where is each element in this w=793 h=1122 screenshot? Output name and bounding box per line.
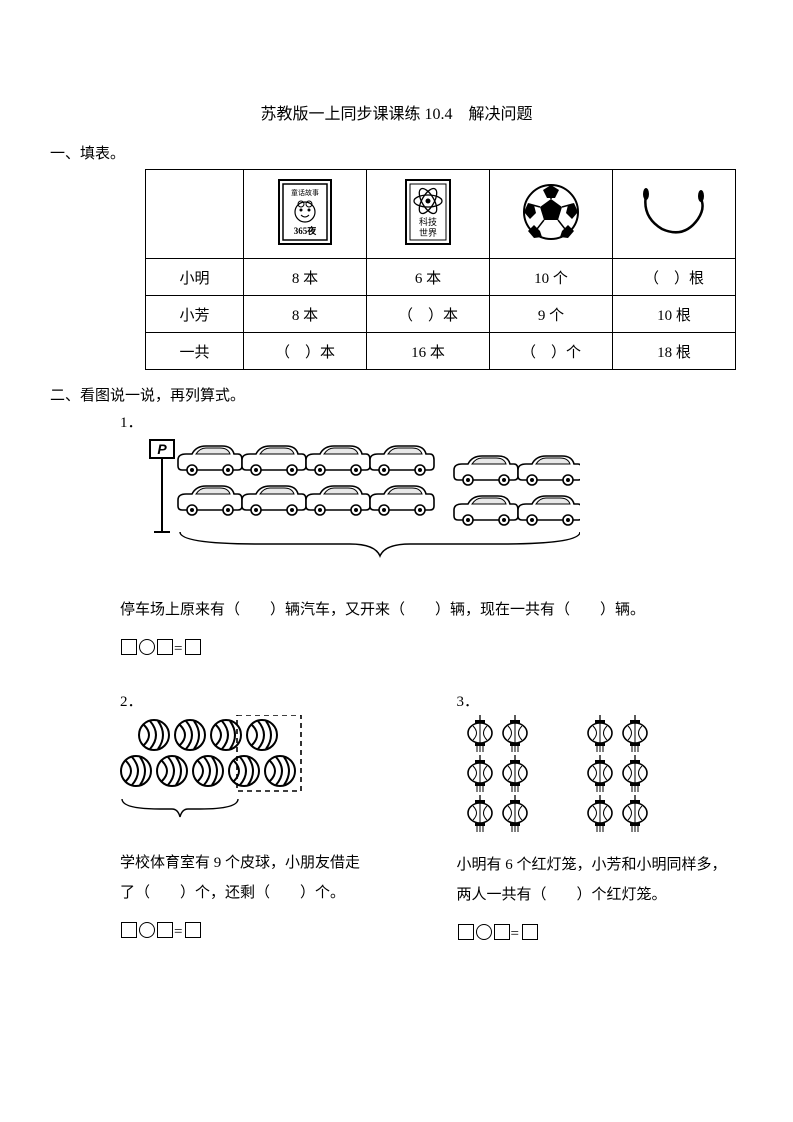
row-label: 小明 [146, 259, 244, 296]
table-cell: 18 根 [613, 333, 736, 370]
lanterns-icon [457, 715, 687, 835]
question-3: 3． [457, 684, 744, 943]
table-cell: （ ）本 [367, 296, 490, 333]
lanterns-figure [457, 715, 744, 840]
table-cell: （ ）本 [244, 333, 367, 370]
table-cell: （ ）根 [613, 259, 736, 296]
table-cell: 8 本 [244, 296, 367, 333]
table-cell: 10 根 [613, 296, 736, 333]
table-row: 小明 8 本 6 本 10 个 （ ）根 [146, 259, 736, 296]
section1-heading: 一、填表。 [50, 142, 743, 163]
q3-equation: = [457, 924, 744, 943]
svg-text:童话故事: 童话故事 [291, 188, 319, 197]
q2-number: 2． [120, 690, 407, 711]
table-cell: 10 个 [490, 259, 613, 296]
q1-number: 1． [120, 411, 743, 432]
q3-number: 3． [457, 690, 744, 711]
question-1: 1． P [120, 411, 743, 658]
svg-text:P: P [157, 441, 167, 457]
fill-table: 童话故事 365夜 [145, 169, 736, 370]
q1-text: 停车场上原来有（ ）辆汽车，又开来（ ）辆，现在一共有（ ）辆。 [120, 595, 743, 625]
q1-equation: = [120, 639, 743, 658]
worksheet-page: 苏教版一上同步课课练 10.4 解决问题 一、填表。 童话故事 365夜 [0, 0, 793, 1122]
blank-header-cell [146, 170, 244, 259]
table-cell: 9 个 [490, 296, 613, 333]
cars-icon: P [140, 436, 580, 566]
q2-equation: = [120, 922, 407, 941]
header-icon-jumprope [613, 170, 736, 259]
header-icon-storybook: 童话故事 365夜 [244, 170, 367, 259]
q3-text: 小明有 6 个红灯笼，小芳和小明同样多， 两人一共有（ ）个红灯笼。 [457, 850, 744, 910]
svg-text:科技: 科技 [419, 216, 437, 227]
balls-figure [120, 715, 407, 830]
table-cell: 8 本 [244, 259, 367, 296]
table-cell: （ ）个 [490, 333, 613, 370]
soccer-ball-icon [522, 183, 580, 246]
balls-icon [120, 715, 350, 825]
storybook-icon: 童话故事 365夜 [278, 179, 332, 250]
table-cell: 16 本 [367, 333, 490, 370]
svg-text:365夜: 365夜 [294, 225, 318, 236]
row-label: 一共 [146, 333, 244, 370]
section2-heading: 二、看图说一说，再列算式。 [50, 384, 743, 405]
table-row: 小芳 8 本 （ ）本 9 个 10 根 [146, 296, 736, 333]
row-label: 小芳 [146, 296, 244, 333]
science-book-icon: 科技 世界 [403, 179, 453, 250]
svg-text:世界: 世界 [419, 227, 437, 238]
header-icon-soccer [490, 170, 613, 259]
question-2: 2． [120, 684, 407, 943]
table-cell: 6 本 [367, 259, 490, 296]
table-row: 一共 （ ）本 16 本 （ ）个 18 根 [146, 333, 736, 370]
cars-figure: P [140, 436, 580, 571]
jump-rope-icon [634, 187, 714, 242]
header-icon-science: 科技 世界 [367, 170, 490, 259]
page-title: 苏教版一上同步课课练 10.4 解决问题 [50, 100, 743, 124]
q2-text: 学校体育室有 9 个皮球，小朋友借走 了（ ）个，还剩（ ）个。 [120, 848, 407, 908]
